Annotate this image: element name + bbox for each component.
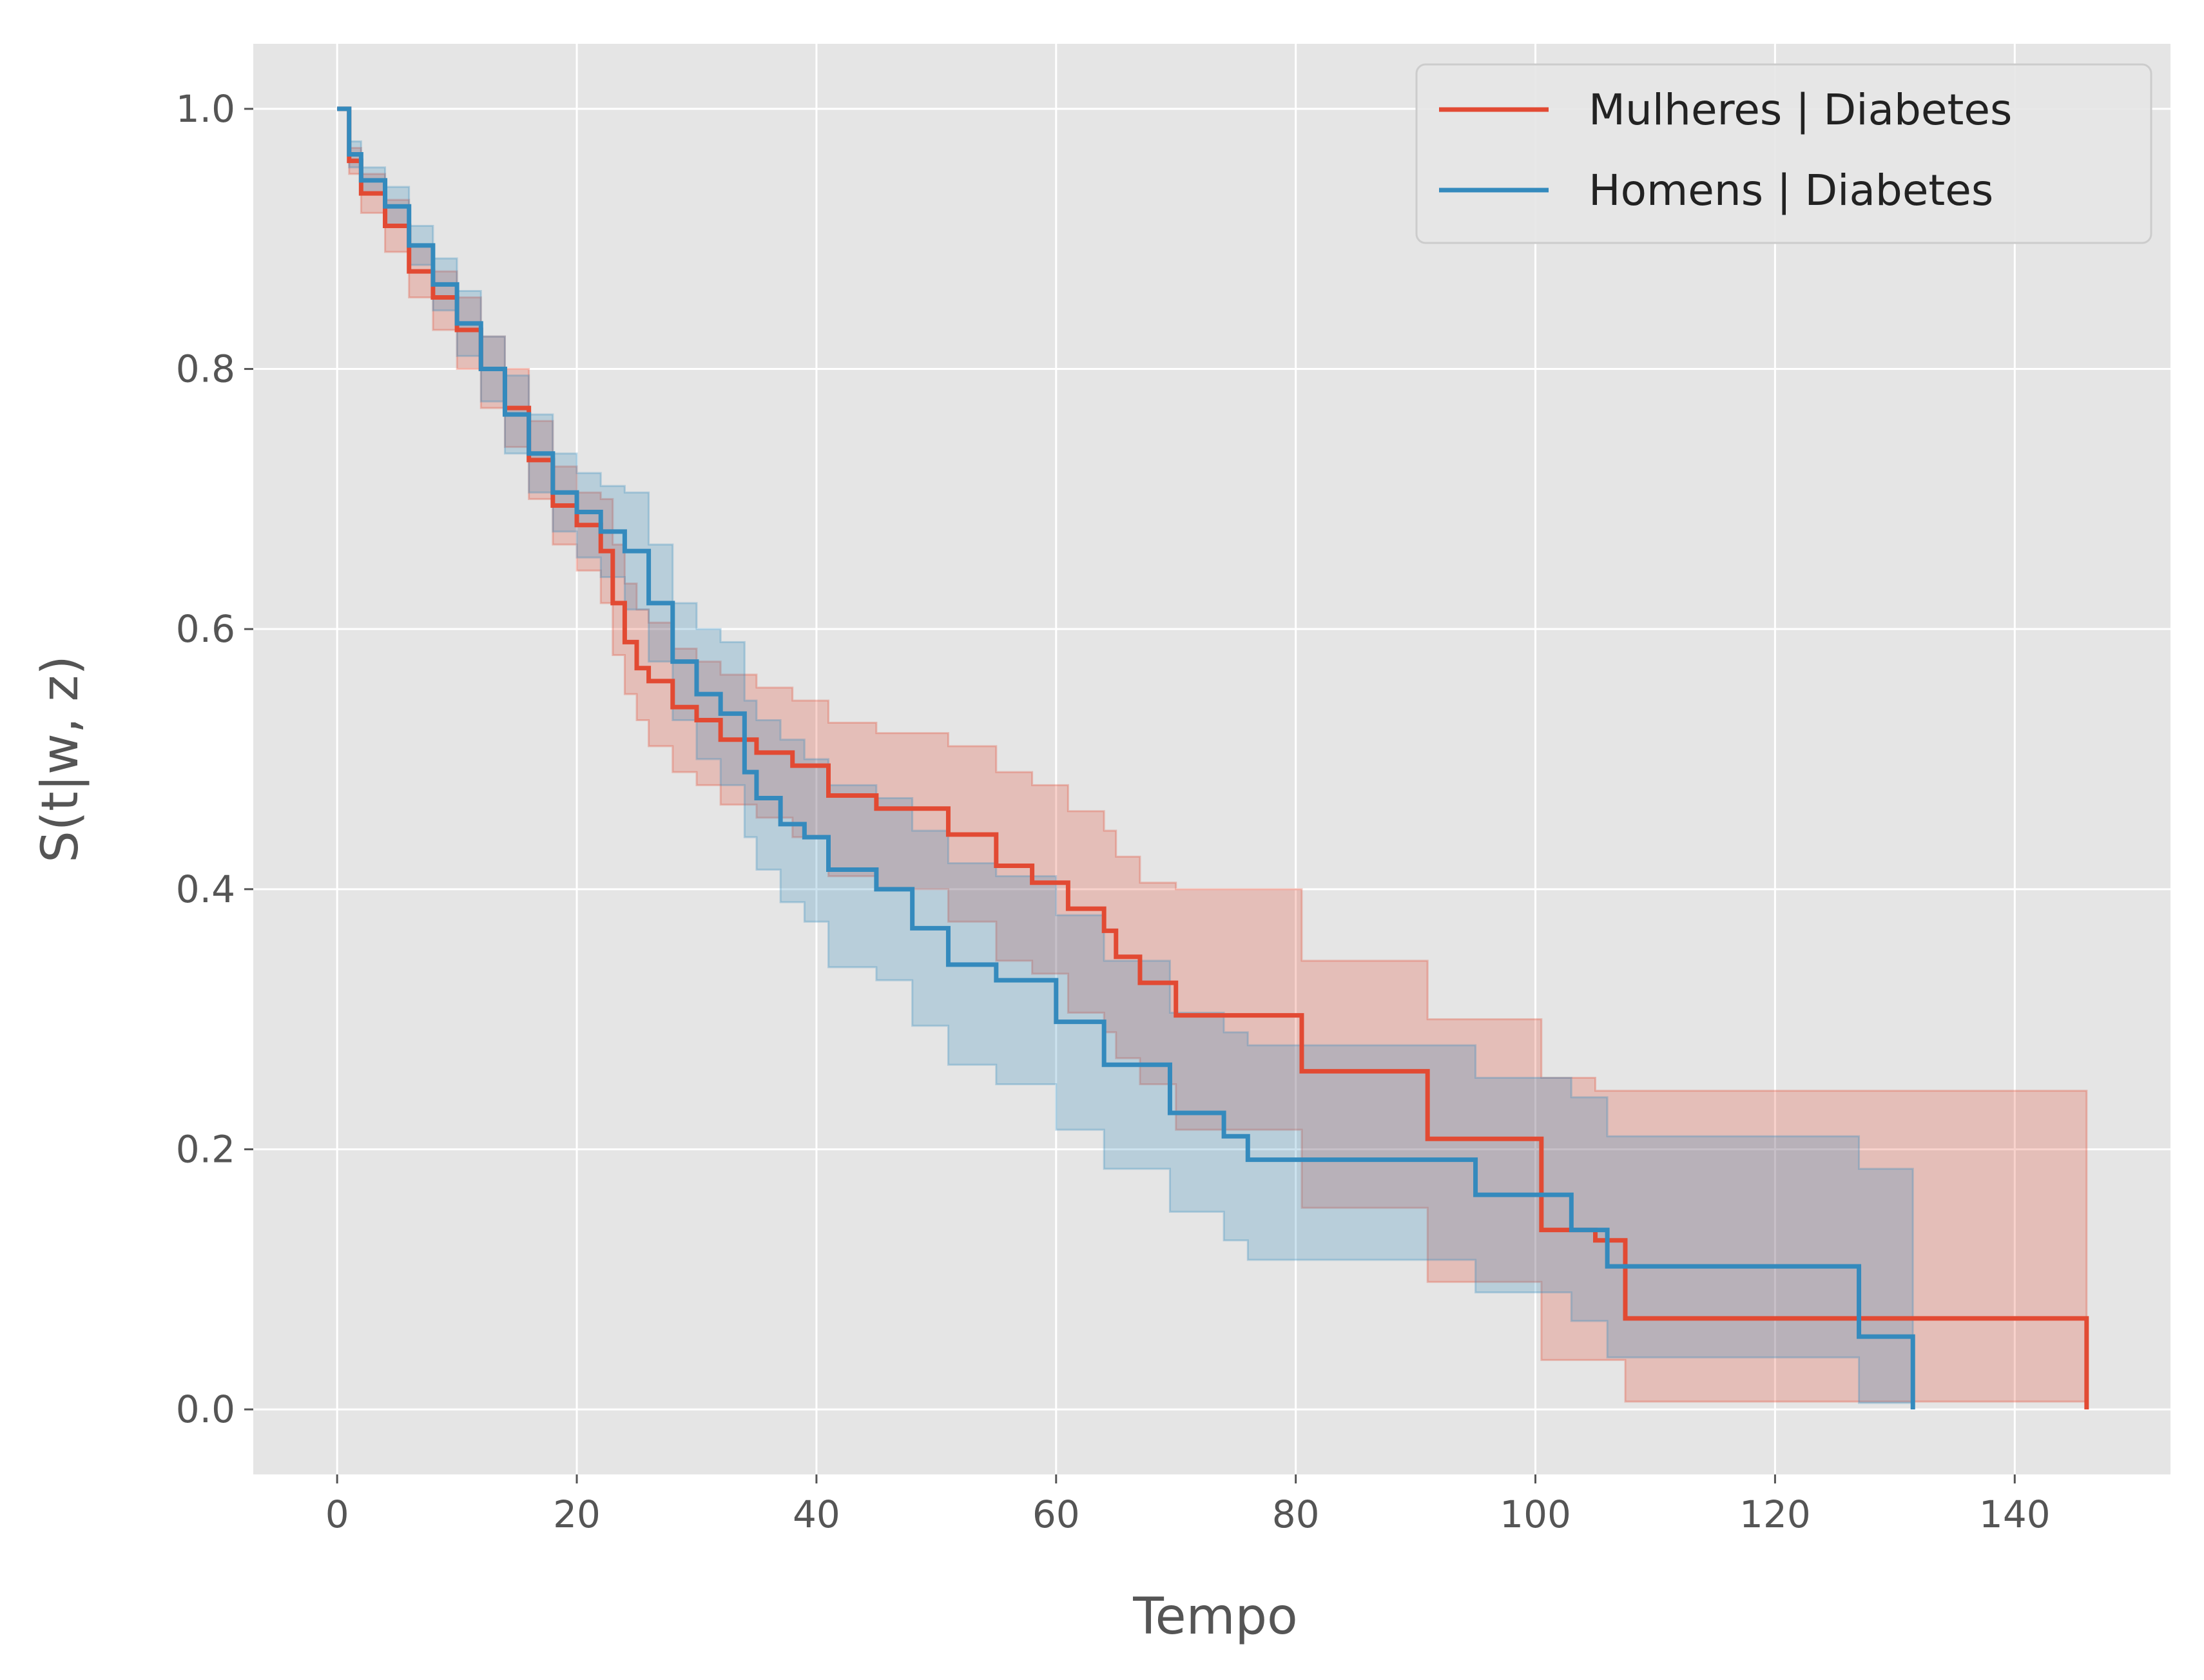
x-axis-ticks: 0 20 40 60 80 100 120 140 — [325, 1474, 2051, 1536]
legend-label-mulheres: Mulheres | Diabetes — [1589, 85, 2012, 135]
grid-lines — [253, 44, 2170, 1474]
x-tick-label: 120 — [1739, 1492, 1811, 1536]
x-tick-label: 0 — [325, 1492, 349, 1536]
survival-line-0 — [337, 106, 2089, 1410]
x-tick-label: 20 — [553, 1492, 601, 1536]
legend-box — [1415, 63, 2152, 244]
x-axis-label: Tempo — [1132, 1588, 1298, 1646]
legend: Mulheres | Diabetes Homens | Diabetes — [1415, 63, 2152, 244]
y-tick-label: 0.6 — [176, 607, 235, 651]
confidence-bands — [337, 108, 2088, 1404]
y-tick-label: 0.4 — [176, 867, 235, 911]
legend-label-homens: Homens | Diabetes — [1589, 166, 1993, 215]
confidence-band-1 — [337, 108, 1914, 1404]
y-tick-label: 0.2 — [176, 1127, 235, 1171]
y-tick-label: 1.0 — [176, 87, 235, 131]
x-tick-label: 80 — [1272, 1492, 1320, 1536]
y-tick-label: 0.0 — [176, 1387, 235, 1431]
y-axis-label: S(t|w, z) — [32, 655, 90, 863]
x-tick-label: 140 — [1979, 1492, 2051, 1536]
confidence-band-0 — [337, 108, 2088, 1403]
plot-background — [253, 44, 2170, 1474]
x-tick-label: 100 — [1500, 1492, 1571, 1536]
x-tick-label: 60 — [1032, 1492, 1080, 1536]
survival-line-1 — [337, 106, 1915, 1410]
y-axis-ticks: 0.0 0.2 0.4 0.6 0.8 1.0 — [176, 87, 253, 1431]
survival-lines — [337, 106, 2089, 1410]
y-tick-label: 0.8 — [176, 347, 235, 391]
x-tick-label: 40 — [793, 1492, 840, 1536]
